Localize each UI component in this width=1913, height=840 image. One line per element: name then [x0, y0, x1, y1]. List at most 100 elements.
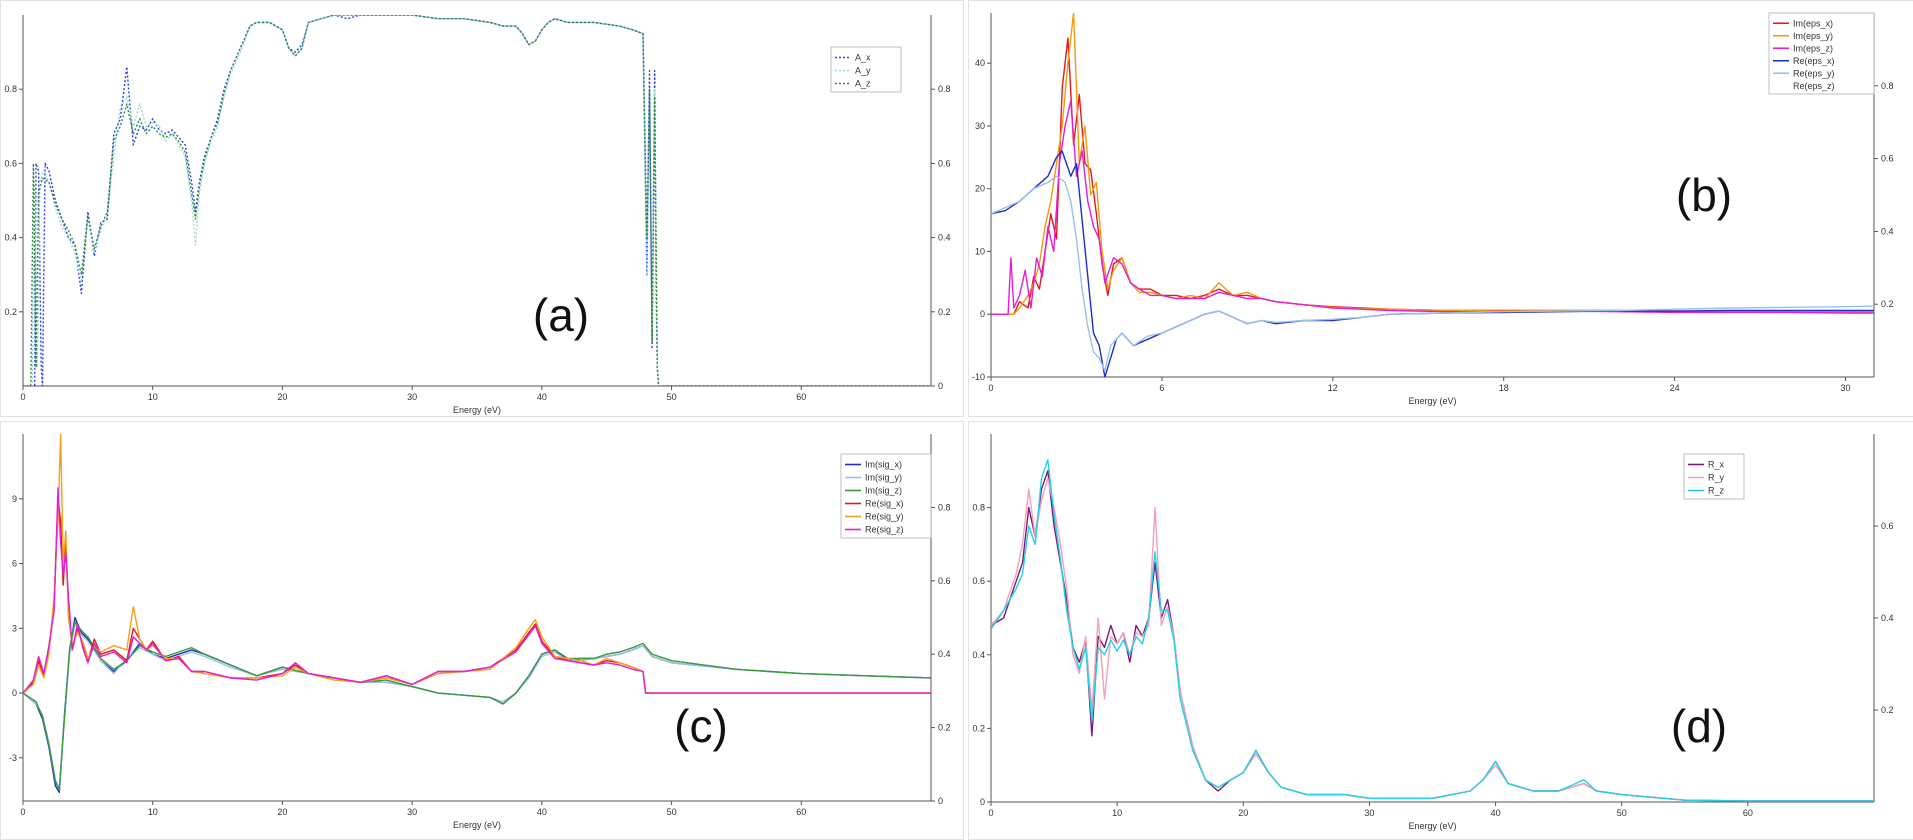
x-tick-label: 40	[537, 807, 547, 817]
chart-a: 0 10 20 30 40 50 60 0.2 0.4 0.6 0.8 0 0.2 0.4 0.6 0.8 En…	[4, 15, 951, 415]
legend-label: Im(sig_y)	[865, 473, 902, 483]
series-line-A_y	[23, 15, 931, 386]
x-tick-label: 50	[667, 807, 677, 817]
legend-label: Im(eps_x)	[1793, 18, 1833, 28]
series-line-Re(eps_y)	[991, 175, 1874, 372]
right-y-tick-label: 0.6	[938, 158, 951, 168]
legend-label: Im(sig_z)	[865, 486, 902, 496]
right-y-tick-label: 0.6	[938, 576, 951, 586]
x-tick-label: 0	[988, 383, 993, 393]
legend-label: Re(eps_x)	[1793, 56, 1835, 66]
right-y-tick-label: 0.2	[938, 723, 951, 733]
right-y-tick-label: 0.2	[1881, 299, 1894, 309]
series-line-Re(sig_x)	[23, 498, 931, 694]
plot-area: 0 10 20 30 40 50 60 -3 0 3 6 9 0 0.2 0.4 0.6 0.8 Energy (…	[9, 434, 951, 830]
x-tick-label: 50	[667, 392, 677, 402]
y-tick-label: 0.2	[972, 723, 985, 733]
series-line-Re(sig_z)	[23, 487, 931, 694]
panel-a: 0 10 20 30 40 50 60 0.2 0.4 0.6 0.8 0 0.2 0.4 0.6 0.8 En…	[0, 0, 964, 417]
x-tick-label: 20	[277, 807, 287, 817]
legend-box	[840, 453, 932, 539]
x-axis-label: Energy (eV)	[1408, 821, 1456, 831]
x-axis-label: Energy (eV)	[453, 405, 501, 415]
right-y-tick-label: 0.8	[1881, 81, 1894, 91]
right-y-tick-label: 0.4	[938, 649, 951, 659]
x-tick-label: 30	[1841, 383, 1851, 393]
y-tick-label: -10	[972, 372, 985, 382]
x-tick-label: 10	[148, 807, 158, 817]
right-y-tick-label: 0.4	[938, 233, 951, 243]
plot-area: 0 10 20 30 40 50 60 0.2 0.4 0.6 0.8 0 0.2 0.4 0.6 0.8 En…	[4, 15, 951, 415]
x-tick-label: 60	[796, 807, 806, 817]
x-tick-label: 0	[988, 808, 993, 818]
y-tick-label: 20	[975, 184, 985, 194]
legend: Im(eps_x) Im(eps_y) Im(eps_z) Re(eps_x) Re(e…	[1768, 12, 1875, 95]
series-line-A_x	[23, 15, 931, 386]
x-tick-label: 30	[1364, 808, 1374, 818]
y-tick-label: 40	[975, 58, 985, 68]
legend-label: Im(sig_x)	[865, 460, 902, 470]
y-tick-label: 0.4	[972, 650, 985, 660]
x-tick-label: 60	[796, 392, 806, 402]
x-tick-label: 18	[1499, 383, 1509, 393]
chart-c: 0 10 20 30 40 50 60 -3 0 3 6 9 0 0.2 0.4 0.6 0.8 Energy (…	[9, 434, 951, 830]
legend-label: Re(eps_z)	[1793, 81, 1835, 91]
series-line-Im(eps_x)	[991, 37, 1874, 315]
legend-label: A_z	[855, 79, 871, 89]
series-group	[23, 15, 931, 386]
right-y-tick-label: 0.2	[938, 307, 951, 317]
series-group	[991, 459, 1874, 802]
series-line-Im(sig_x)	[23, 616, 931, 794]
panel-tag: (d)	[1671, 700, 1727, 752]
y-tick-label: 10	[975, 246, 985, 256]
y-tick-label: 0.8	[4, 84, 17, 94]
right-y-tick-label: 0.2	[1881, 705, 1894, 715]
x-tick-label: 0	[20, 807, 25, 817]
right-y-tick-label: 0.8	[938, 84, 951, 94]
x-tick-label: 30	[407, 807, 417, 817]
legend-box	[1768, 12, 1875, 95]
panel-tag: (b)	[1676, 169, 1732, 221]
panel-tag: (a)	[533, 289, 589, 341]
right-y-tick-label: 0.6	[1881, 154, 1894, 164]
series-line-Im(sig_z)	[23, 621, 931, 791]
x-tick-label: 20	[1238, 808, 1248, 818]
legend: R_x R_y R_z	[1683, 453, 1745, 500]
panel-d: 0 10 20 30 40 50 60 0 0.2 0.4 0.6 0.8 0.2 0.4 0.6 Energ…	[968, 421, 1913, 840]
right-y-tick-label: 0.8	[938, 502, 951, 512]
x-tick-label: 40	[537, 392, 547, 402]
legend-label: R_y	[1708, 473, 1725, 483]
legend-box	[830, 46, 902, 93]
right-y-tick-label: 0	[938, 796, 943, 806]
y-tick-label: 0.2	[4, 307, 17, 317]
y-tick-label: 0.8	[972, 503, 985, 513]
right-y-tick-label: 0.6	[1881, 521, 1894, 531]
panel-tag: (c)	[674, 700, 728, 752]
chart-d: 0 10 20 30 40 50 60 0 0.2 0.4 0.6 0.8 0.2 0.4 0.6 Energ…	[972, 434, 1894, 831]
panel-c: 0 10 20 30 40 50 60 -3 0 3 6 9 0 0.2 0.4 0.6 0.8 Energy (…	[0, 421, 964, 840]
legend-label: Im(eps_z)	[1793, 43, 1833, 53]
y-tick-label: 0.6	[972, 576, 985, 586]
x-tick-label: 60	[1743, 808, 1753, 818]
x-tick-label: 20	[277, 392, 287, 402]
plot-area: 0 10 20 30 40 50 60 0 0.2 0.4 0.6 0.8 0.2 0.4 0.6 Energ…	[972, 434, 1894, 831]
x-axis-label: Energy (eV)	[1408, 396, 1456, 406]
series-line-Im(eps_z)	[991, 100, 1874, 315]
x-tick-label: 30	[407, 392, 417, 402]
legend: Im(sig_x) Im(sig_y) Im(sig_z) Re(sig_x) Re(s…	[840, 453, 932, 539]
right-y-tick-label: 0	[938, 381, 943, 391]
x-tick-label: 0	[20, 392, 25, 402]
legend-label: Re(sig_y)	[865, 512, 904, 522]
legend-label: A_y	[855, 66, 871, 76]
legend-label: R_x	[1708, 460, 1725, 470]
right-y-tick-label: 0.4	[1881, 613, 1894, 623]
x-tick-label: 50	[1617, 808, 1627, 818]
x-tick-label: 40	[1491, 808, 1501, 818]
x-tick-label: 10	[1112, 808, 1122, 818]
y-tick-label: 3	[12, 623, 17, 633]
y-tick-label: 6	[12, 559, 17, 569]
x-tick-label: 10	[148, 392, 158, 402]
series-line-A_z	[23, 15, 931, 386]
series-line-R_x	[991, 470, 1874, 802]
y-tick-label: 0	[980, 309, 985, 319]
